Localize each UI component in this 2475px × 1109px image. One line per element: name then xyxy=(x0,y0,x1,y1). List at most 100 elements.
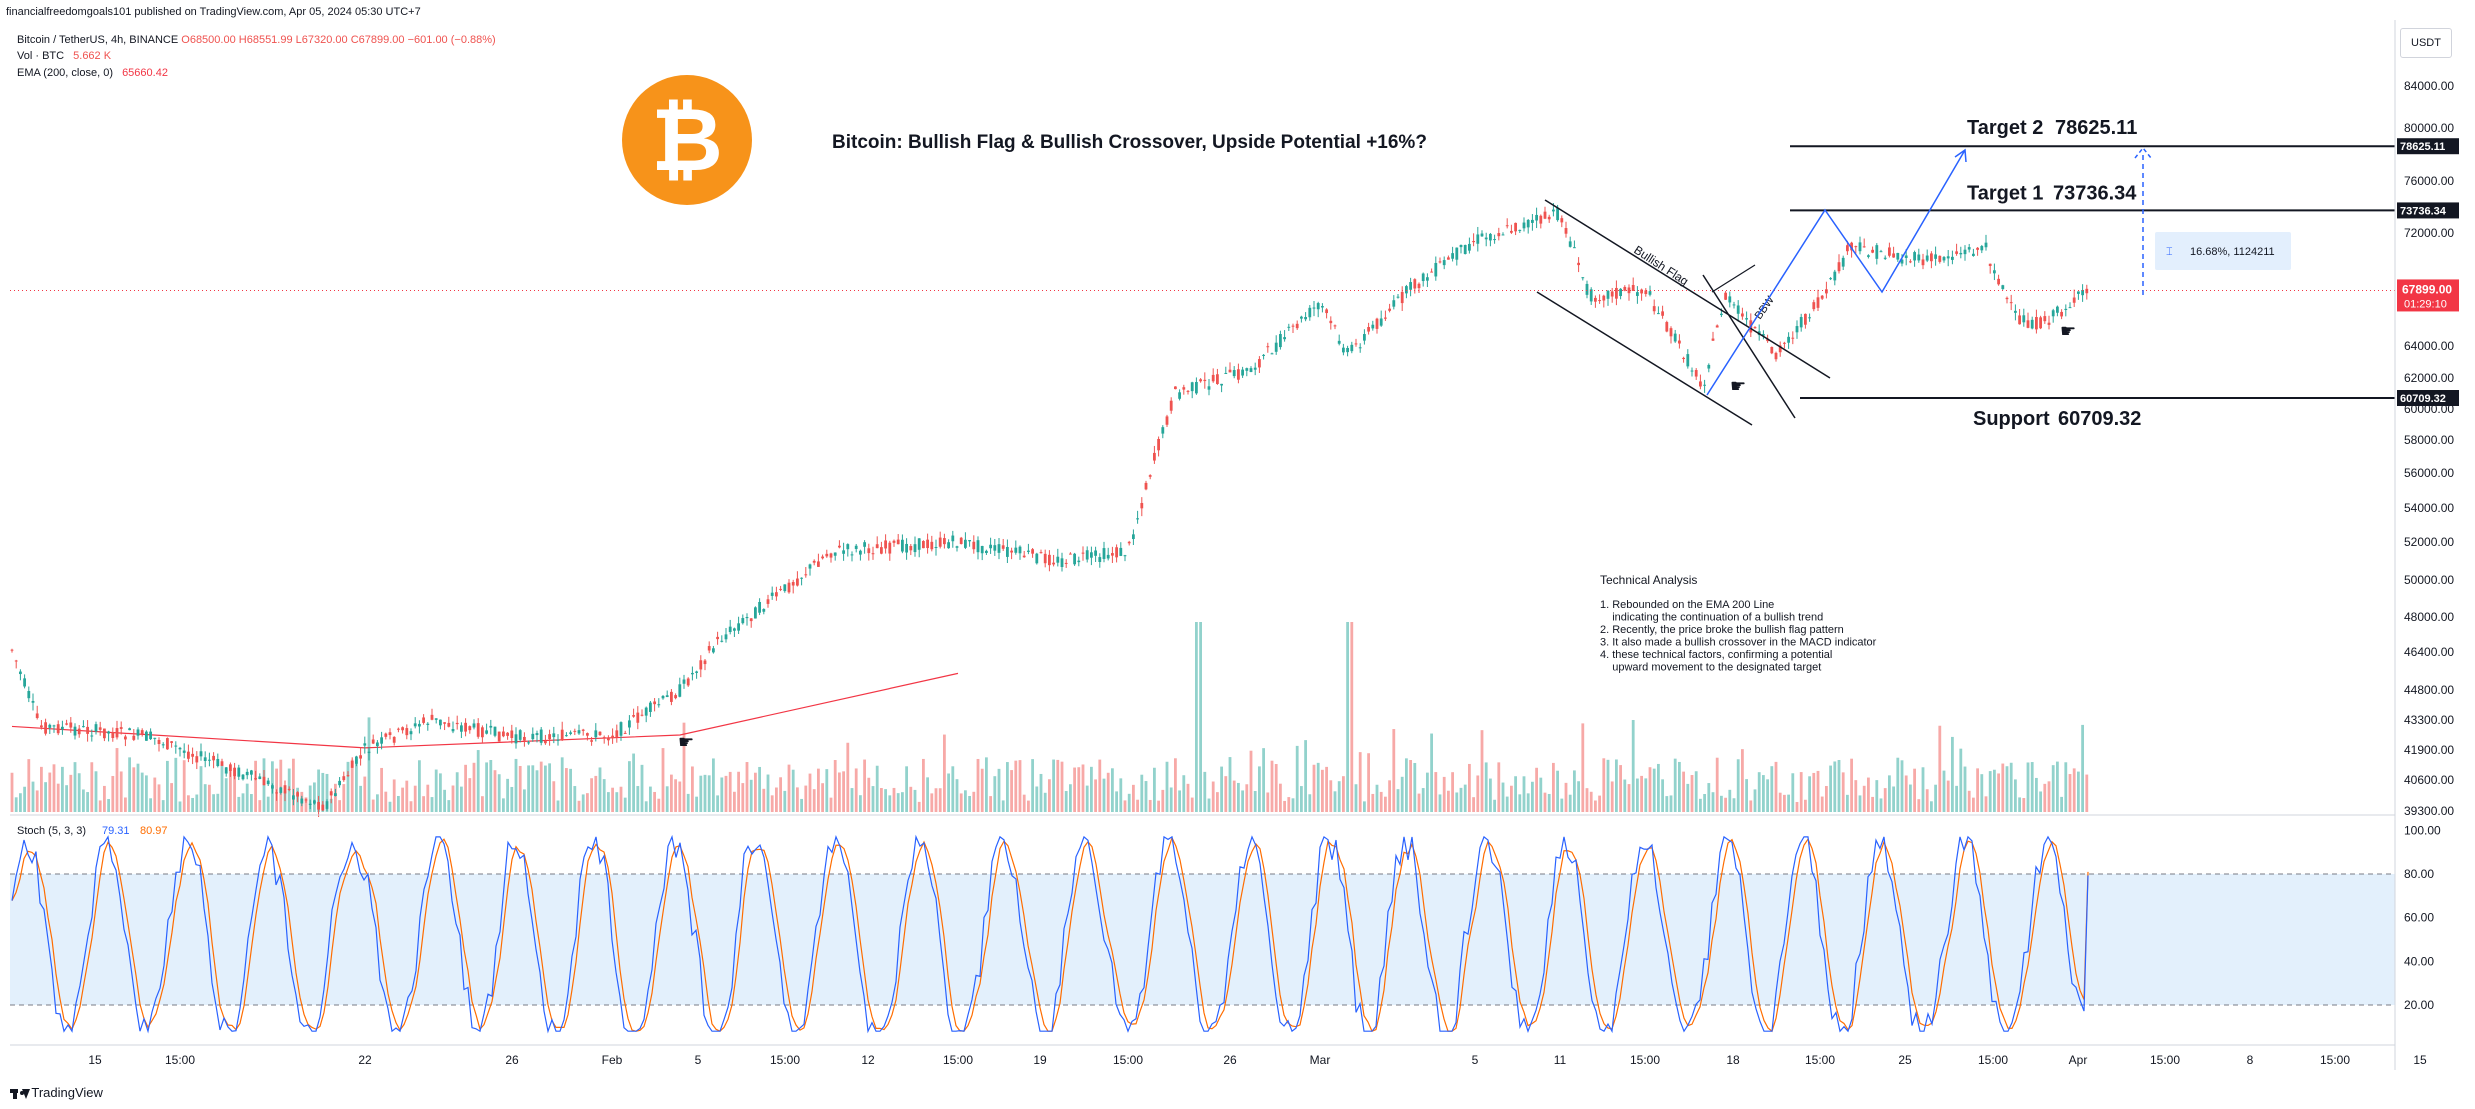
drawings-layer[interactable]: Target 2 78625.11 Target 1 73736.34 Support 6… xyxy=(10,75,2395,753)
candle-body xyxy=(1111,553,1114,556)
volume-bar xyxy=(1367,753,1370,812)
volume-bar xyxy=(1799,772,1803,812)
volume-bar xyxy=(1871,796,1874,812)
volume-bar xyxy=(422,796,425,812)
ema-legend[interactable]: EMA (200, close, 0) 65660.42 xyxy=(17,67,168,79)
candle-body xyxy=(2047,322,2051,325)
currency-button[interactable]: USDT xyxy=(2400,28,2452,58)
volume-bar xyxy=(1048,779,1051,812)
volume-legend-value: 5.662 K xyxy=(73,50,112,62)
candle-body xyxy=(535,733,539,736)
stoch-pane xyxy=(10,873,2395,1006)
candle-body xyxy=(1052,562,1055,565)
volume-bar xyxy=(1636,778,1639,812)
volume-bar xyxy=(846,742,850,812)
ema-200-line xyxy=(11,672,959,749)
candle-body xyxy=(380,737,383,744)
volume-bar xyxy=(754,772,757,812)
candle-body xyxy=(1678,340,1681,344)
volume-bar xyxy=(388,801,392,812)
candle-body xyxy=(31,700,35,703)
candle-body xyxy=(1699,381,1702,387)
candle-body xyxy=(1837,262,1841,272)
candle-body xyxy=(1430,271,1433,273)
volume-bar xyxy=(1346,622,1349,812)
volume-bar xyxy=(136,763,140,812)
candle-body xyxy=(397,728,400,730)
volume-bar xyxy=(10,772,14,812)
hand-pointer-icon: ☛ xyxy=(1730,376,1746,397)
volume-bar xyxy=(451,785,455,812)
stoch-k-value: 79.31 xyxy=(102,825,130,837)
candle-body xyxy=(103,728,106,739)
tradingview-footer[interactable]: TradingView xyxy=(10,1085,103,1100)
volume-bar xyxy=(661,748,665,812)
candle-body xyxy=(426,723,430,725)
volume-bar xyxy=(800,798,803,812)
candle-body xyxy=(1560,218,1564,223)
volume-bar xyxy=(1027,800,1030,812)
candle-body xyxy=(73,726,77,736)
volume-bar xyxy=(1094,779,1097,812)
candle-body xyxy=(1820,295,1824,299)
time-tick-label: 15:00 xyxy=(2150,1053,2180,1067)
price-axis[interactable]: 84000.0080000.0076000.0072000.0068000.00… xyxy=(10,20,2454,1070)
volume-bar xyxy=(691,766,694,812)
volume-bar xyxy=(1552,762,1555,812)
volume-bar xyxy=(926,777,929,812)
volume-bar xyxy=(674,779,677,812)
stoch-title: Stoch (5, 3, 3) xyxy=(17,825,86,837)
volume-bar xyxy=(951,766,955,812)
volume-bar xyxy=(115,748,119,812)
volume-bar xyxy=(594,775,598,812)
candle-body xyxy=(674,695,677,699)
candle-body xyxy=(1808,317,1811,319)
candle-body xyxy=(2081,290,2084,296)
volume-bar xyxy=(720,777,724,812)
candle-body xyxy=(149,731,152,740)
candle-body xyxy=(1791,337,1795,339)
volume-bar xyxy=(980,768,984,812)
candle-body xyxy=(321,804,325,811)
price-tick-label: 52000.00 xyxy=(2404,535,2454,549)
candle-body xyxy=(468,726,472,731)
candle-body xyxy=(10,649,14,651)
candle-body xyxy=(1728,296,1732,303)
price-tick-label: 40600.00 xyxy=(2404,773,2454,787)
candle-body xyxy=(573,730,577,732)
price-tick-label: 41900.00 xyxy=(2404,743,2454,757)
candle-body xyxy=(489,725,493,728)
volume-bar xyxy=(1791,773,1795,812)
candle-body xyxy=(65,723,68,725)
volume-bar xyxy=(1388,780,1391,812)
candle-body xyxy=(1724,292,1727,300)
volume-bar xyxy=(1056,759,1060,812)
candle-body xyxy=(1518,229,1522,231)
volume-bar xyxy=(968,795,971,812)
volume-bar xyxy=(1295,745,1299,812)
candle-body xyxy=(703,660,707,665)
volume-bar xyxy=(1745,779,1748,812)
volume-bar xyxy=(1673,758,1677,812)
candle-body xyxy=(229,764,232,771)
flag-lower-line xyxy=(1536,291,1753,426)
volume-bar xyxy=(506,778,509,812)
volume-bar xyxy=(1350,622,1354,812)
hand-pointer-icon: ☛ xyxy=(2060,321,2076,342)
candle-body xyxy=(737,623,740,631)
ema-line xyxy=(11,672,959,749)
volume-bar xyxy=(191,797,194,812)
volume-bar xyxy=(1694,771,1698,812)
stoch-lines: Stoch (5, 3, 3) 79.31 80.97 xyxy=(11,825,2089,1034)
volume-bar xyxy=(1463,784,1467,812)
volume-bar xyxy=(258,800,262,812)
volume-legend[interactable]: Vol · BTC 5.662 K xyxy=(17,50,111,62)
time-axis[interactable]: 15 15:00 22 26 Feb 5 15:00 12 15:00 19 15:00 26 Mar 5… xyxy=(88,1053,2427,1067)
price-tick-label: 58000.00 xyxy=(2404,433,2454,447)
volume-bar xyxy=(1736,759,1740,812)
symbol-title[interactable]: Bitcoin / TetherUS, 4h, BINANCE xyxy=(17,34,179,46)
candle-body xyxy=(1102,548,1106,559)
volume-bar xyxy=(455,772,459,812)
volume-bar xyxy=(1165,761,1169,812)
